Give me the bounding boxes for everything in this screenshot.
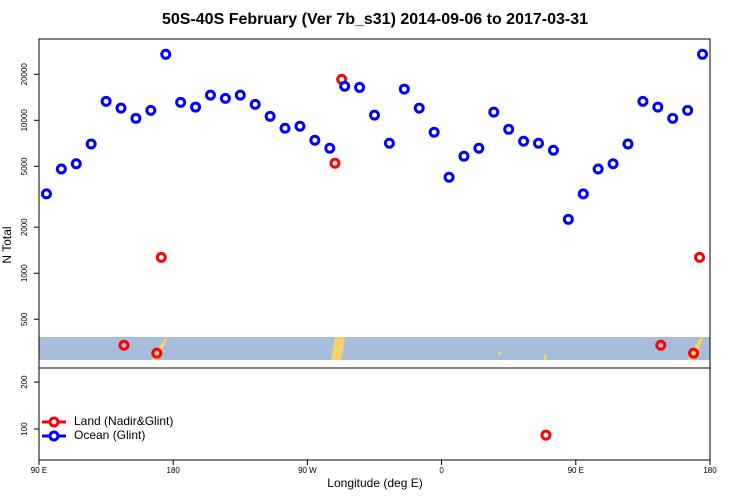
point: [428, 126, 440, 138]
point: [100, 95, 112, 107]
chart-title: 50S-40S February (Ver 7b_s31) 2014-09-06…: [162, 11, 588, 28]
point: [234, 89, 246, 101]
point: [622, 138, 634, 150]
point: [264, 110, 276, 122]
x-tick-label: 180: [703, 466, 717, 475]
point: [413, 102, 425, 114]
point: [339, 80, 351, 92]
point: [503, 123, 515, 135]
point: [155, 251, 167, 263]
point: [655, 339, 667, 351]
legend-label: Ocean (Glint): [74, 428, 145, 442]
point: [204, 89, 216, 101]
point: [547, 144, 559, 156]
point: [533, 137, 545, 149]
x-axis-label: Longitude (deg E): [327, 476, 422, 490]
point: [294, 120, 306, 132]
y-tick-label: 20000: [20, 63, 29, 86]
x-tick-label: 90 W: [298, 466, 317, 475]
point: [55, 163, 67, 175]
y-tick-label: 200: [20, 375, 29, 389]
legend-marker: [48, 416, 60, 428]
point: [694, 251, 706, 263]
x-tick-label: 90 E: [31, 466, 47, 475]
point: [249, 98, 261, 110]
point: [130, 112, 142, 124]
point: [637, 95, 649, 107]
point: [190, 101, 202, 113]
point: [279, 122, 291, 134]
point: [688, 347, 700, 359]
point: [145, 104, 157, 116]
point: [219, 92, 231, 104]
point: [115, 102, 127, 114]
bottom-panel-frame: [38, 367, 711, 461]
point: [652, 101, 664, 113]
point: [443, 171, 455, 183]
y-axis-label: N Total: [0, 226, 14, 263]
point: [518, 135, 530, 147]
point: [354, 81, 366, 93]
y-tick-label: 2000: [20, 218, 29, 236]
map-strip: [39, 337, 710, 360]
point: [329, 157, 341, 169]
point: [697, 48, 709, 60]
point: [398, 83, 410, 95]
y-tick-label: 100: [20, 422, 29, 436]
x-tick-label: 0: [439, 466, 444, 475]
point: [118, 339, 130, 351]
legend-marker: [48, 430, 60, 442]
y-tick-label: 10000: [20, 109, 29, 132]
point: [667, 112, 679, 124]
point: [383, 137, 395, 149]
point: [309, 134, 321, 146]
y-tick-label: 5000: [20, 157, 29, 175]
point: [562, 213, 574, 225]
y-tick-label: 500: [20, 312, 29, 326]
point: [540, 429, 552, 441]
point: [369, 109, 380, 121]
point: [151, 347, 163, 359]
x-tick-label: 90 E: [568, 466, 584, 475]
point: [85, 138, 97, 150]
point: [682, 104, 694, 116]
point: [40, 188, 52, 200]
point: [160, 48, 172, 60]
point: [175, 96, 187, 108]
point: [488, 106, 500, 118]
point: [473, 142, 485, 154]
point: [70, 158, 82, 170]
y-tick-label: 1000: [20, 264, 29, 282]
point: [577, 188, 589, 200]
point: [324, 142, 336, 154]
legend-label: Land (Nadir&Glint): [74, 414, 173, 428]
point: [458, 150, 470, 162]
x-tick-label: 180: [167, 466, 181, 475]
point: [592, 163, 604, 175]
top-panel-frame: [38, 38, 711, 369]
point: [607, 158, 619, 170]
